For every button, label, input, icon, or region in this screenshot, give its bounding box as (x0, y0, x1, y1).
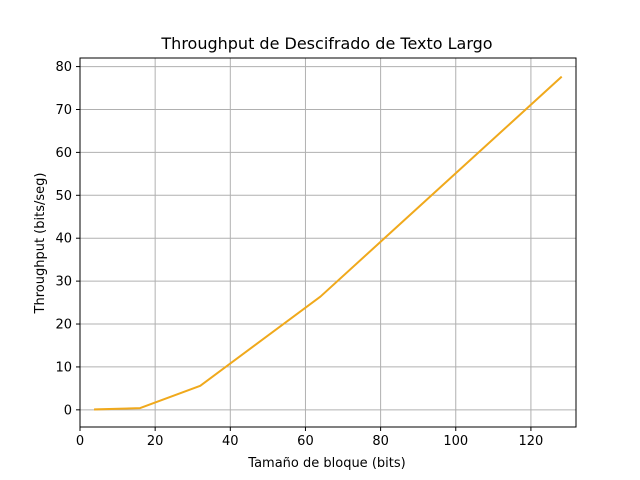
y-tick-label: 20 (55, 318, 72, 333)
x-tick-label: 100 (443, 434, 468, 449)
axis-ticks: 0 20 40 60 80 100 120 0 10 20 30 40 50 60 70 80 (55, 60, 543, 449)
y-tick-label: 70 (55, 103, 72, 118)
y-tick-label: 60 (55, 146, 72, 161)
x-tick-label: 60 (297, 434, 314, 449)
y-tick-label: 30 (55, 275, 72, 290)
chart-title: Throughput de Descifrado de Texto Largo (160, 34, 492, 53)
x-tick-label: 120 (518, 434, 543, 449)
y-tick-label: 10 (55, 360, 72, 375)
throughput-series-line (94, 75, 563, 411)
y-tick-label: 80 (55, 60, 72, 75)
y-axis-label: Throughput (bits/seg) (33, 173, 48, 315)
y-tick-label: 40 (55, 232, 72, 247)
grid-lines (79, 58, 576, 427)
x-axis-label: Tamaño de bloque (bits) (247, 456, 405, 471)
x-tick-label: 40 (222, 434, 239, 449)
plot-frame (79, 57, 577, 428)
y-tick-label: 0 (64, 403, 72, 418)
y-tick-label: 50 (55, 189, 72, 204)
x-tick-label: 20 (147, 434, 164, 449)
series-layer (94, 75, 563, 411)
x-tick-label: 80 (372, 434, 389, 449)
x-tick-label: 0 (76, 434, 84, 449)
